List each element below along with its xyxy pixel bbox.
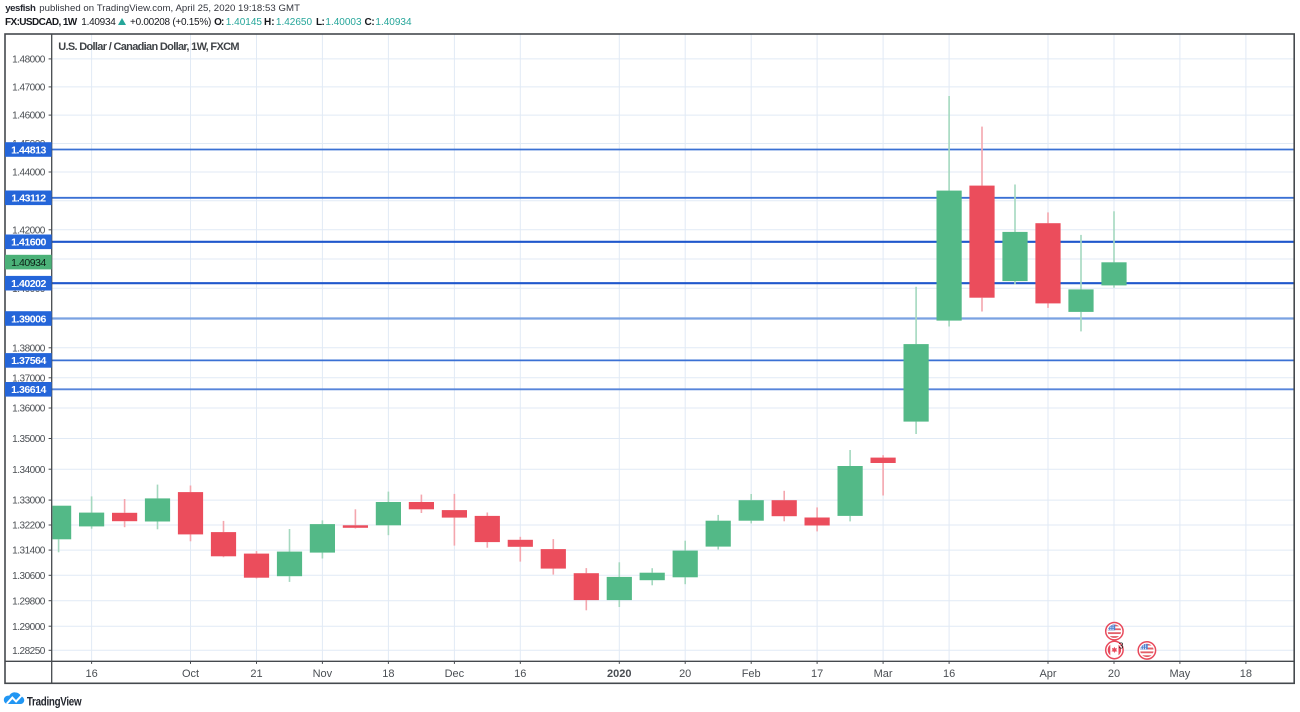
svg-text:1.29800: 1.29800: [12, 596, 46, 607]
svg-text:1.46000: 1.46000: [12, 111, 46, 122]
svg-text:2020: 2020: [607, 668, 631, 680]
svg-text:1.31400: 1.31400: [12, 546, 46, 557]
svg-text:Nov: Nov: [313, 668, 333, 680]
svg-text:17: 17: [811, 668, 823, 680]
svg-text:1.34000: 1.34000: [12, 465, 46, 476]
svg-text:21: 21: [250, 668, 262, 680]
svg-text:18: 18: [382, 668, 394, 680]
svg-text:1.41600: 1.41600: [11, 237, 46, 249]
svg-text:1.44000: 1.44000: [12, 168, 46, 179]
svg-text:TradingView: TradingView: [27, 695, 82, 708]
svg-text:1.32200: 1.32200: [12, 521, 46, 532]
svg-text:1.33000: 1.33000: [12, 496, 46, 507]
svg-text:Apr: Apr: [1039, 668, 1056, 680]
svg-text:3: 3: [1119, 640, 1124, 650]
svg-text:1.39006: 1.39006: [11, 313, 46, 325]
svg-text:1.40202: 1.40202: [11, 278, 46, 290]
svg-text:U.S. Dollar / Canadian Dollar,: U.S. Dollar / Canadian Dollar, 1W, FXCM: [58, 41, 239, 53]
svg-text:1.48000: 1.48000: [12, 55, 46, 66]
svg-text:Oct: Oct: [182, 668, 199, 680]
svg-text:Feb: Feb: [742, 668, 761, 680]
svg-text:16: 16: [943, 668, 955, 680]
svg-text:Mar: Mar: [874, 668, 893, 680]
svg-text:1.28250: 1.28250: [12, 646, 46, 657]
svg-text:1.44813: 1.44813: [11, 144, 46, 156]
svg-text:18: 18: [1240, 668, 1252, 680]
svg-text:1.37000: 1.37000: [12, 373, 46, 384]
svg-text:1.47000: 1.47000: [12, 83, 46, 94]
svg-text:1.29000: 1.29000: [12, 622, 46, 633]
svg-text:1.36000: 1.36000: [12, 404, 46, 415]
svg-text:20: 20: [679, 668, 691, 680]
svg-text:1.42000: 1.42000: [12, 225, 46, 236]
svg-text:1.38000: 1.38000: [12, 343, 46, 354]
svg-text:1.36614: 1.36614: [11, 384, 46, 396]
svg-text:16: 16: [85, 668, 97, 680]
svg-text:1.40934: 1.40934: [11, 257, 46, 269]
svg-text:1.30600: 1.30600: [12, 571, 46, 582]
svg-text:1.43112: 1.43112: [11, 193, 46, 205]
svg-text:1.35000: 1.35000: [12, 434, 46, 445]
svg-text:May: May: [1170, 668, 1191, 680]
svg-text:Dec: Dec: [445, 668, 465, 680]
svg-text:1.37564: 1.37564: [11, 355, 46, 367]
svg-text:16: 16: [514, 668, 526, 680]
svg-text:20: 20: [1108, 668, 1120, 680]
